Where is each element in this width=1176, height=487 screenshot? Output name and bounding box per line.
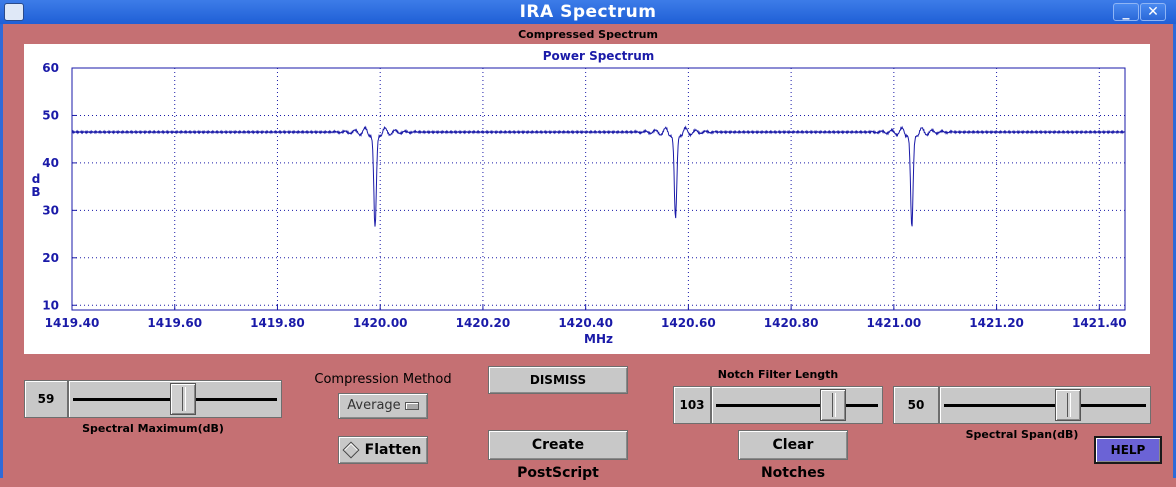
slider-thumb[interactable] (819, 389, 846, 421)
clear-notches-button[interactable]: Clear Notches (738, 430, 848, 481)
spectral-max-slider[interactable] (68, 380, 282, 418)
y-tick-label: 30 (42, 203, 59, 217)
title-bar: IRA Spectrum _ ✕ (0, 0, 1176, 24)
slider-thumb[interactable] (1055, 389, 1082, 421)
help-button[interactable]: HELP (1094, 436, 1162, 464)
y-tick-label: 50 (42, 108, 59, 122)
power-spectrum-chart: Power Spectrum 1419.40 1419.60 1419.80 1420.… (31, 49, 1127, 346)
series-line (71, 125, 1126, 227)
x-tick-label: 1421.40 (1072, 316, 1127, 330)
spectral-span-slider[interactable] (939, 386, 1151, 424)
slider-track (944, 404, 1146, 407)
radio-diamond-icon (342, 441, 360, 459)
x-tick-label: 1419.40 (45, 316, 100, 330)
slider-track (716, 404, 878, 407)
chart-title: Power Spectrum (543, 49, 655, 63)
flatten-label: Flatten (364, 442, 422, 458)
create-postscript-button[interactable]: Create PostScript (488, 430, 628, 481)
x-tick-label: 1421.20 (969, 316, 1024, 330)
y-tick-label: 10 (42, 298, 59, 312)
compression-method-label: Compression Method (314, 372, 452, 387)
window-border-left (0, 24, 3, 478)
y-tick-label: 20 (42, 251, 59, 265)
notch-filter-label: Notch Filter Length (717, 368, 839, 381)
spectral-span-label: Spectral Span(dB) (965, 428, 1079, 441)
x-tick-label: 1420.60 (661, 316, 716, 330)
minimize-button[interactable]: _ (1113, 3, 1139, 21)
y-tick-label: 40 (42, 156, 59, 170)
window-title: IRA Spectrum (519, 2, 657, 22)
x-axis-label: MHz (584, 332, 613, 346)
spectral-span-value: 50 (893, 386, 939, 424)
slider-thumb[interactable] (170, 383, 197, 415)
y-tick-label: 60 (42, 61, 59, 75)
window-border-right (1173, 24, 1176, 478)
compression-method-select[interactable]: Average (338, 393, 428, 419)
notch-filter-value: 103 (673, 386, 711, 424)
dropdown-icon (404, 401, 419, 410)
plot-frame (71, 67, 1126, 311)
compression-selected: Average (347, 398, 401, 413)
spectral-max-value: 59 (24, 380, 68, 418)
panel-subtitle: Compressed Spectrum (518, 28, 658, 41)
x-tick-label: 1419.80 (250, 316, 305, 330)
close-button[interactable]: ✕ (1140, 3, 1166, 21)
x-tick-label: 1420.20 (456, 316, 511, 330)
x-tick-label: 1420.40 (558, 316, 613, 330)
notch-filter-slider[interactable] (711, 386, 883, 424)
dismiss-button[interactable]: DISMISS (488, 366, 628, 394)
x-tick-label: 1421.00 (867, 316, 922, 330)
window-menu-icon[interactable] (4, 3, 24, 21)
x-tick-label: 1419.60 (147, 316, 202, 330)
x-tick-label: 1420.00 (353, 316, 408, 330)
x-tick-label: 1420.80 (764, 316, 819, 330)
flatten-toggle[interactable]: Flatten (338, 436, 428, 464)
spectral-max-label: Spectral Maximum(dB) (82, 422, 224, 435)
plot-panel: Power Spectrum 1419.40 1419.60 1419.80 1420.… (24, 44, 1150, 354)
